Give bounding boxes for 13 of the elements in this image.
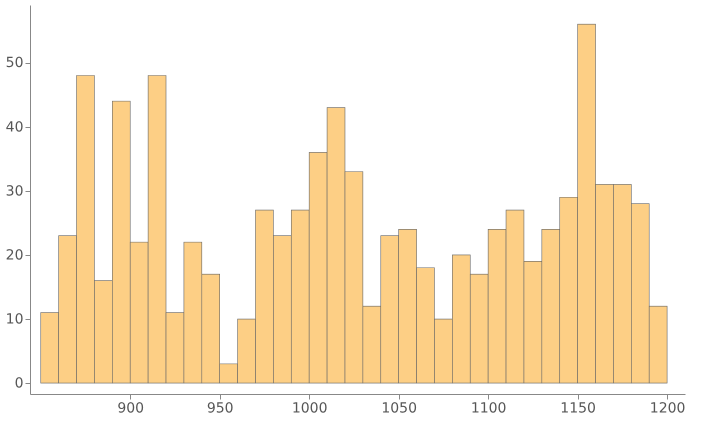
y-tick-label: 50 <box>6 55 24 72</box>
y-tick-label: 40 <box>6 119 24 136</box>
x-tick-label: 1000 <box>292 400 328 416</box>
y-tick-label: 30 <box>6 183 24 200</box>
y-tick-label: 10 <box>6 312 24 328</box>
x-tick-label: 1050 <box>381 400 417 416</box>
y-tick-label: 20 <box>6 247 24 264</box>
x-tick-label: 1200 <box>650 400 686 416</box>
x-tick-label: 1150 <box>560 400 596 416</box>
x-tick-label: 950 <box>206 400 234 416</box>
y-tick-label: 0 <box>14 376 24 392</box>
x-tick-label: 900 <box>117 400 144 416</box>
x-tick-label: 1100 <box>470 400 506 416</box>
